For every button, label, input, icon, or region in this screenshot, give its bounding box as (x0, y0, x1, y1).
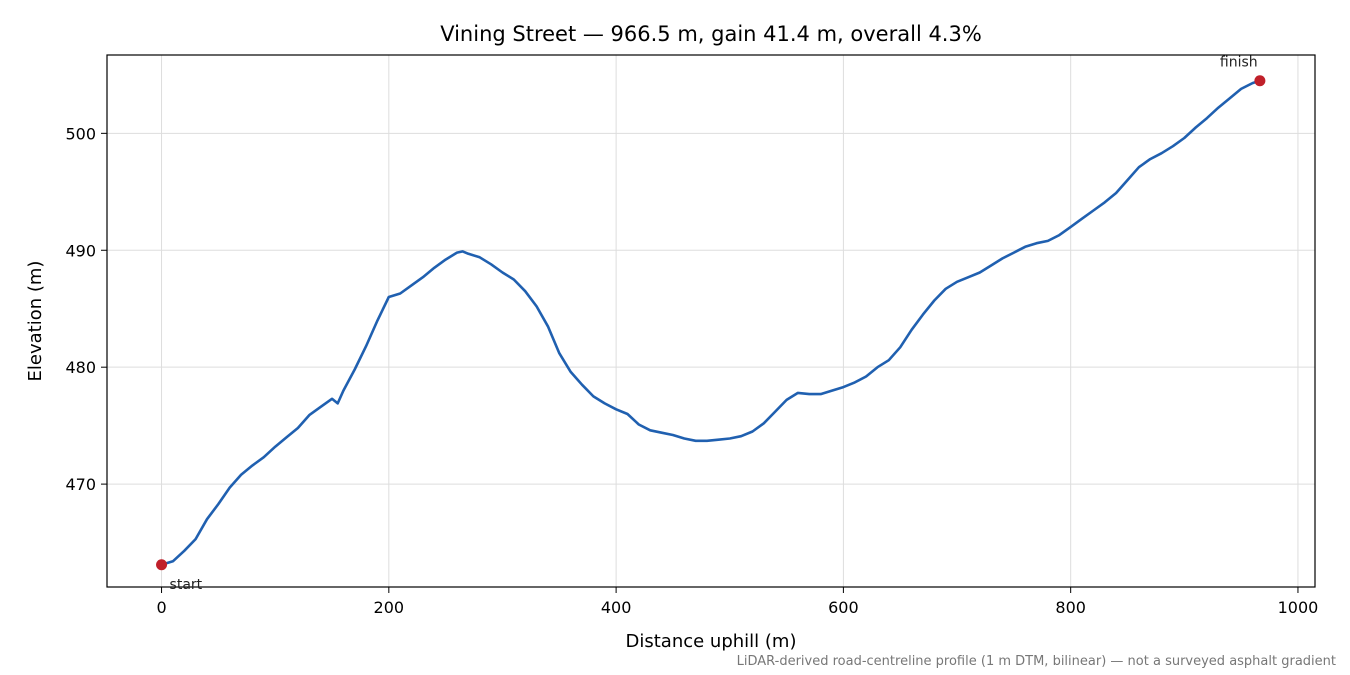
plot-area-frame (106, 54, 1316, 588)
finish-label: finish (1220, 55, 1258, 71)
marker-layer (156, 75, 1266, 571)
y-tick-label: 480 (65, 358, 96, 377)
y-axis-ticks: 470 480 490 500 (65, 124, 107, 494)
x-axis-ticks: 0 200 400 600 800 1000 (156, 587, 1318, 617)
x-axis-label: Distance uphill (m) (626, 631, 797, 652)
y-tick-label: 470 (65, 475, 96, 494)
y-axis-label: Elevation (m) (25, 261, 46, 382)
chart-title: Vining Street — 966.5 m, gain 41.4 m, ov… (440, 22, 982, 46)
start-marker (156, 559, 168, 571)
footnote: LiDAR-derived road-centreline profile (1… (737, 654, 1336, 669)
start-label: start (170, 577, 203, 593)
series-layer (160, 79, 1262, 567)
finish-marker (1254, 75, 1266, 87)
x-tick-label: 0 (156, 598, 166, 617)
annotation-layer: start finish (170, 55, 1258, 593)
y-tick-label: 500 (65, 124, 96, 143)
x-tick-label: 200 (374, 598, 405, 617)
x-tick-label: 400 (601, 598, 632, 617)
x-tick-label: 800 (1055, 598, 1086, 617)
x-tick-label: 1000 (1278, 598, 1319, 617)
y-tick-label: 490 (65, 241, 96, 260)
elevation-line (160, 79, 1262, 567)
x-tick-label: 600 (828, 598, 859, 617)
grid-lines (107, 55, 1315, 587)
